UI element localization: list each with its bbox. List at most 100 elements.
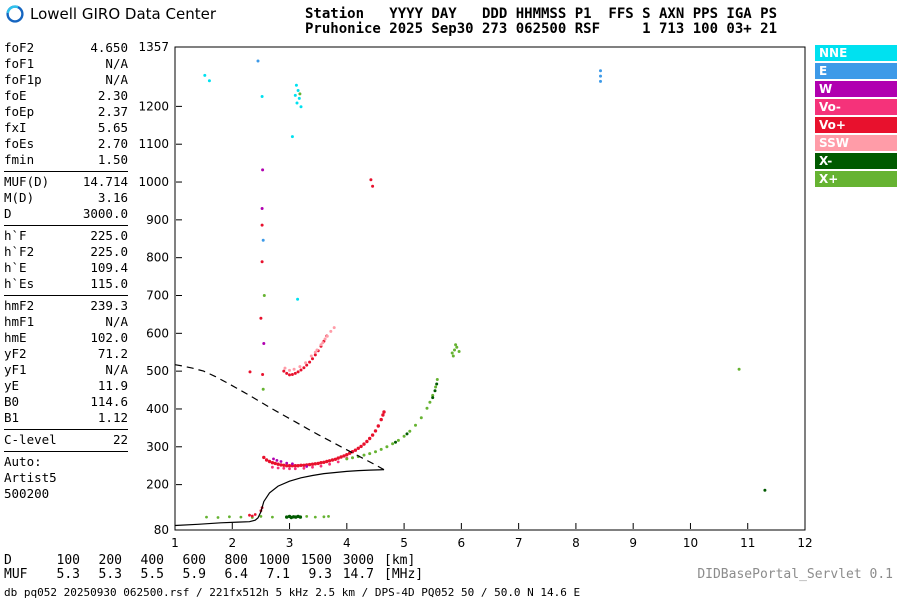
y-tick-label: 800 (146, 251, 169, 265)
param-value: N/A (105, 314, 128, 329)
x-tick-label: 6 (458, 536, 466, 550)
param-row-ye: yE 11.9 (4, 378, 128, 394)
muf-unit: [km] (384, 553, 416, 568)
servlet-version: DIDBasePortal_Servlet 0.1 (697, 567, 893, 582)
muf-value: 5.3 (56, 567, 80, 582)
series-noise-cyan (203, 73, 303, 301)
legend-item-nne: NNE (815, 45, 897, 61)
x-tick-label: 4 (343, 536, 351, 550)
legend-item-vo: Vo- (815, 99, 897, 115)
y-tick-label: 700 (146, 288, 169, 302)
plot-axes (174, 46, 806, 531)
param-value: 4.650 (90, 40, 128, 55)
param-label: C-level (4, 432, 57, 447)
x-tick-label: 7 (515, 536, 523, 550)
param-value: 225.0 (90, 244, 128, 259)
param-row-hf2: h`F2 225.0 (4, 244, 128, 260)
muf-unit: [MHz] (384, 567, 424, 582)
param-row-hes: h`Es 115.0 (4, 276, 128, 292)
station-header-columns: Station YYYY DAY DDD HHMMSS P1 FFS S AXN… (305, 6, 778, 22)
param-value: 1.12 (97, 410, 128, 425)
param-label: fmin (4, 152, 35, 167)
x-tick-label: 3 (286, 536, 294, 550)
param-value: 22 (112, 432, 128, 447)
param-row-md: M(D) 3.16 (4, 190, 128, 206)
param-row-b0: B0 114.6 (4, 394, 128, 410)
param-value: 71.2 (97, 346, 128, 361)
param-divider (4, 225, 128, 226)
param-row-fof2: foF2 4.650 (4, 40, 128, 56)
y-tick-label: 1000 (138, 175, 169, 189)
series-es-layer-dark (285, 514, 303, 520)
param-label: h`E (4, 260, 27, 275)
branding: Lowell GIRO Data Center (5, 4, 216, 24)
series-noise-magenta (260, 168, 266, 345)
legend-item-vo: Vo+ (815, 117, 897, 133)
muf-value: 100 (56, 553, 80, 568)
param-row-he: h`E 109.4 (4, 260, 128, 276)
param-label: foEp (4, 104, 35, 119)
param-row-foes: foEs 2.70 (4, 136, 128, 152)
file-info: db pq052 20250930 062500.rsf / 221fx512h… (4, 586, 581, 599)
series-noise-red (248, 178, 375, 376)
series-noise-green (261, 92, 741, 391)
param-row-fof1p: foF1p N/A (4, 72, 128, 88)
param-row-foep: foEp 2.37 (4, 104, 128, 120)
param-value: 2.70 (97, 136, 128, 151)
param-value: 2.30 (97, 88, 128, 103)
y-tick-label: 1357 (138, 40, 169, 54)
legend-item-ssw: SSW (815, 135, 897, 151)
param-value: 114.6 (90, 394, 128, 409)
axis-tick-labels: 1357120011001000900800700600500400300200… (138, 40, 812, 550)
param-row-fmin: fmin 1.50 (4, 152, 128, 168)
series-x-trace-second-hop (450, 343, 461, 358)
muf-value: 5.3 (98, 567, 122, 582)
x-tick-label: 11 (740, 536, 755, 550)
series-noise-blue (256, 59, 602, 242)
param-value: 115.0 (90, 276, 128, 291)
series-x-trace-dark (394, 382, 767, 492)
series-f-trace-ordinary (262, 410, 386, 468)
muf-value: 5.5 (140, 567, 164, 582)
giro-logo-icon (6, 5, 24, 23)
x-tick-label: 2 (228, 536, 236, 550)
series-second-hop-ssw (283, 326, 336, 372)
param-label: h`F (4, 228, 27, 243)
param-label: yE (4, 378, 20, 393)
y-tick-label: 900 (146, 213, 169, 227)
param-value: N/A (105, 56, 128, 71)
y-tick-label: 80 (154, 523, 169, 537)
param-label: fxI (4, 120, 27, 135)
muf-value: 14.7 (342, 567, 374, 582)
profile-solid (174, 469, 385, 527)
param-value: N/A (105, 72, 128, 87)
y-tick-label: 600 (146, 326, 169, 340)
legend-item-x: X+ (815, 171, 897, 187)
param-row-mufd: MUF(D) 14.714 (4, 174, 128, 190)
muf-row-label: MUF (4, 567, 28, 582)
param-value: 102.0 (90, 330, 128, 345)
param-value: 5.65 (97, 120, 128, 135)
legend-item-x: X- (815, 153, 897, 169)
param-label: foF1p (4, 72, 42, 87)
param-row-hmf1: hmF1 N/A (4, 314, 128, 330)
x-tick-label: 10 (683, 536, 698, 550)
autoscaling-label: Auto: (4, 454, 42, 469)
param-label: foF2 (4, 40, 35, 55)
muf-value: 400 (140, 553, 164, 568)
x-tick-label: 12 (797, 536, 812, 550)
muf-value: 200 (98, 553, 122, 568)
station-header-values: Pruhonice 2025 Sep30 273 062500 RSF 1 71… (305, 21, 778, 37)
param-row-d: D 3000.0 (4, 206, 128, 222)
param-divider (4, 451, 128, 452)
param-label: B0 (4, 394, 20, 409)
param-divider (4, 429, 128, 430)
y-tick-label: 300 (146, 440, 169, 454)
x-tick-label: 8 (572, 536, 580, 550)
y-tick-label: 200 (146, 478, 169, 492)
param-label: B1 (4, 410, 20, 425)
param-value: N/A (105, 362, 128, 377)
param-value: 3000.0 (82, 206, 128, 221)
param-value: 2.37 (97, 104, 128, 119)
